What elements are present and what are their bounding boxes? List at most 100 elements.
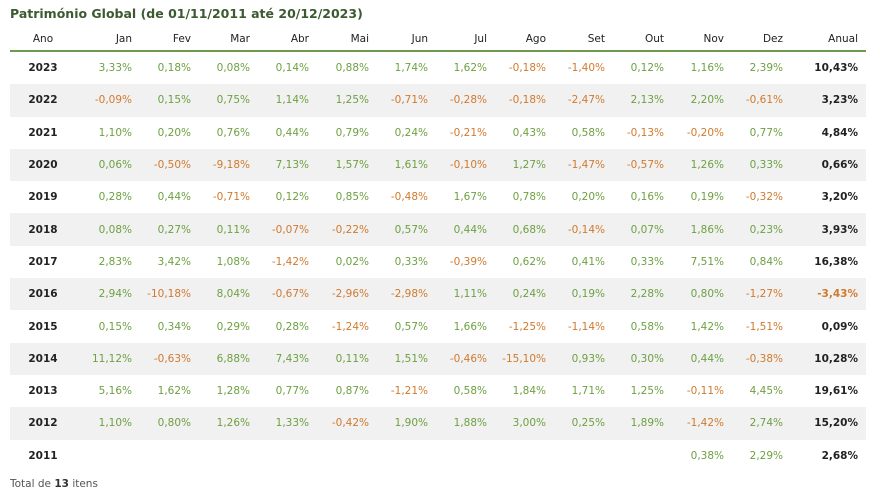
month-return-cell: -0,22%: [317, 213, 377, 246]
month-return-cell: 1,74%: [394, 62, 428, 75]
month-return-cell: 1,10%: [98, 126, 132, 139]
month-return-cell: -0,20%: [686, 126, 724, 139]
month-return-cell: 1,27%: [495, 148, 554, 182]
month-return-cell: -2,98%: [377, 278, 436, 311]
month-return-cell: 0,27%: [140, 213, 199, 246]
month-return-cell: 0,15%: [98, 320, 132, 333]
annual-return-cell: 2,68%: [821, 449, 858, 462]
annual-return-cell: 0,66%: [791, 148, 866, 182]
table-row: 2022 -0,09% 0,15% 0,75% 1,14% 1,25% -0,71% -0,2…: [10, 84, 866, 117]
month-return-cell: -0,46%: [436, 342, 495, 375]
table-row: 2020 0,06% -0,50% -9,18% 7,13% 1,57% 1,61% -0,1…: [10, 148, 866, 182]
month-return-cell: 0,44%: [275, 126, 309, 139]
month-return-cell: 0,12%: [275, 191, 309, 204]
month-return-cell: 0,77%: [275, 385, 309, 398]
annual-return-cell: 19,61%: [814, 385, 858, 398]
month-return-cell: 0,38%: [690, 449, 724, 462]
month-return-cell: 2,29%: [749, 449, 783, 462]
month-return-cell: -0,42%: [317, 407, 377, 440]
month-return-cell: 1,62%: [453, 62, 487, 75]
month-return-cell: 1,11%: [436, 278, 495, 311]
month-return-cell: -0,57%: [613, 148, 672, 182]
column-header-ago[interactable]: Ago: [495, 27, 554, 52]
month-return-cell: 0,62%: [512, 255, 546, 268]
month-return-cell: -0,61%: [732, 84, 791, 117]
month-return-cell: 0,23%: [732, 213, 791, 246]
returns-table: Ano Jan Fev Mar Abr Mai Jun Jul Ago Set Out Nov Dez A…: [10, 27, 866, 472]
column-header-jun[interactable]: Jun: [377, 27, 436, 52]
year-cell: 2021: [28, 126, 58, 139]
month-return-cell: 5,16%: [98, 385, 132, 398]
table-row: 2013 5,16% 1,62% 1,28% 0,77% 0,87% -1,21% 0,58%…: [10, 375, 866, 407]
column-header-abr[interactable]: Abr: [258, 27, 317, 52]
table-row: 2021 1,10% 0,20% 0,76% 0,44% 0,79% 0,24% -0,21%…: [10, 117, 866, 149]
annual-return-cell: 3,20%: [821, 191, 858, 204]
month-return-cell: 1,88%: [436, 407, 495, 440]
month-return-cell: 0,76%: [216, 126, 250, 139]
month-return-cell: -0,67%: [258, 278, 317, 311]
month-return-cell: -0,32%: [745, 191, 783, 204]
month-return-cell: [495, 440, 554, 472]
annual-return-cell: 15,20%: [791, 407, 866, 440]
month-return-cell: -0,14%: [554, 213, 613, 246]
month-return-cell: 0,15%: [140, 84, 199, 117]
annual-return-cell: 0,09%: [821, 320, 858, 333]
page-title: Património Global (de 01/11/2011 até 20/…: [10, 6, 363, 21]
month-return-cell: 2,39%: [749, 62, 783, 75]
month-return-cell: 0,28%: [275, 320, 309, 333]
column-header-mar[interactable]: Mar: [199, 27, 258, 52]
month-return-cell: 1,25%: [317, 84, 377, 117]
column-header-set[interactable]: Set: [554, 27, 613, 52]
annual-return-cell: 3,23%: [791, 84, 866, 117]
column-header-ano[interactable]: Ano: [10, 27, 76, 52]
year-cell: 2019: [28, 191, 58, 204]
month-return-cell: [140, 440, 199, 472]
footer-suffix: itens: [72, 478, 98, 490]
month-return-cell: 0,08%: [216, 62, 250, 75]
month-return-cell: 0,58%: [453, 385, 487, 398]
month-return-cell: 0,20%: [157, 126, 191, 139]
month-return-cell: -2,47%: [554, 84, 613, 117]
month-return-cell: -10,18%: [140, 278, 199, 311]
month-return-cell: 1,86%: [672, 213, 732, 246]
annual-return-cell: 10,43%: [814, 62, 858, 75]
month-return-cell: 1,25%: [630, 385, 664, 398]
month-return-cell: 0,84%: [749, 255, 783, 268]
month-return-cell: [258, 440, 317, 472]
month-return-cell: 1,16%: [690, 62, 724, 75]
month-return-cell: -1,14%: [567, 320, 605, 333]
month-return-cell: 0,88%: [335, 62, 369, 75]
month-return-cell: 0,06%: [76, 148, 140, 182]
column-header-mai[interactable]: Mai: [317, 27, 377, 52]
month-return-cell: 1,62%: [157, 385, 191, 398]
column-header-nov[interactable]: Nov: [672, 27, 732, 52]
month-return-cell: 0,44%: [157, 191, 191, 204]
month-return-cell: 1,61%: [377, 148, 436, 182]
year-cell: 2016: [10, 278, 76, 311]
column-header-dez[interactable]: Dez: [732, 27, 791, 52]
header-row: Ano Jan Fev Mar Abr Mai Jun Jul Ago Set Out Nov Dez A…: [10, 27, 866, 52]
column-header-fev[interactable]: Fev: [140, 27, 199, 52]
month-return-cell: 0,11%: [317, 342, 377, 375]
month-return-cell: 6,88%: [199, 342, 258, 375]
month-return-cell: 1,08%: [216, 255, 250, 268]
month-return-cell: -2,96%: [317, 278, 377, 311]
column-header-jul[interactable]: Jul: [436, 27, 495, 52]
month-return-cell: -0,18%: [508, 62, 546, 75]
month-return-cell: -0,63%: [140, 342, 199, 375]
month-return-cell: [613, 440, 672, 472]
table-row: 2018 0,08% 0,27% 0,11% -0,07% -0,22% 0,57% 0,44…: [10, 213, 866, 246]
month-return-cell: -1,25%: [508, 320, 546, 333]
month-return-cell: 0,77%: [749, 126, 783, 139]
month-return-cell: -1,21%: [390, 385, 428, 398]
column-header-out[interactable]: Out: [613, 27, 672, 52]
month-return-cell: 0,44%: [436, 213, 495, 246]
column-header-anual[interactable]: Anual: [791, 27, 866, 52]
month-return-cell: 0,33%: [732, 148, 791, 182]
month-return-cell: 0,19%: [690, 191, 724, 204]
month-return-cell: 0,33%: [394, 255, 428, 268]
year-cell: 2013: [28, 385, 58, 398]
month-return-cell: 2,74%: [732, 407, 791, 440]
column-header-jan[interactable]: Jan: [76, 27, 140, 52]
